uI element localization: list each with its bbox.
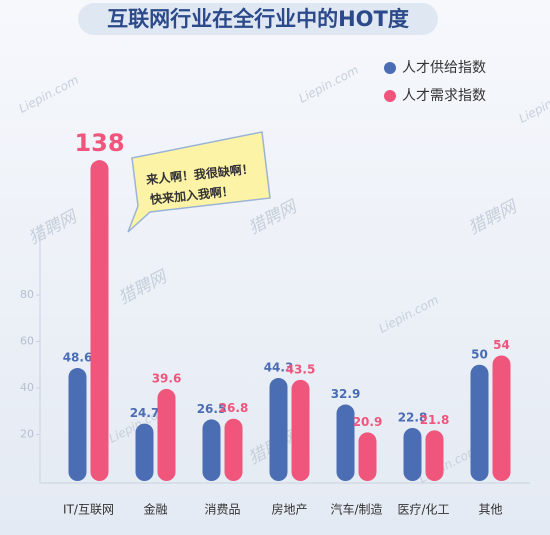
value-label: 138: [74, 129, 124, 157]
value-label: 48.6: [63, 351, 93, 365]
x-tick-label: 消费品: [204, 503, 240, 517]
x-tick-label: 其他: [478, 503, 502, 517]
legend-swatch: [384, 90, 396, 102]
bar: [403, 427, 422, 481]
bar: [157, 388, 176, 481]
bar: [336, 404, 355, 481]
legend-swatch: [384, 62, 396, 74]
bar: [90, 160, 109, 481]
speech-bubble: [127, 131, 271, 233]
x-tick-label: 医疗/化工: [397, 503, 449, 517]
bar: [269, 378, 288, 481]
value-label: 43.5: [286, 362, 316, 376]
value-label: 44.3: [264, 361, 294, 375]
bar: [135, 423, 154, 481]
legend-label: 人才供给指数: [402, 60, 486, 76]
value-label: 32.9: [331, 387, 361, 401]
x-tick-label: IT/互联网: [63, 503, 114, 517]
value-label: 22.8: [398, 410, 428, 424]
title-banner: [78, 3, 438, 35]
legend-label: 人才需求指数: [402, 88, 486, 104]
value-label: 54: [493, 338, 510, 352]
bar: [425, 430, 444, 481]
value-label: 26.8: [219, 401, 249, 415]
value-label: 26.5: [197, 402, 227, 416]
bar: [492, 355, 511, 481]
value-label: 50: [471, 347, 488, 361]
bar: [470, 364, 489, 481]
value-label: 39.6: [152, 371, 182, 385]
y-tick-label: 40: [20, 381, 34, 394]
chart-title: 互联网行业在全行业中的HOT度: [107, 7, 409, 31]
bar: [291, 379, 310, 481]
bar: [358, 432, 377, 481]
y-tick-label: 80: [20, 288, 34, 301]
bar: [202, 419, 221, 481]
bar: [68, 368, 87, 481]
x-tick-label: 房地产: [271, 502, 307, 517]
y-tick-label: 20: [20, 428, 34, 441]
y-tick-label: 60: [20, 335, 34, 348]
value-label: 24.7: [130, 406, 160, 420]
x-tick-label: 金融: [143, 502, 167, 517]
value-label: 21.8: [420, 413, 450, 427]
x-tick-label: 汽车/制造: [330, 502, 382, 517]
bar: [224, 418, 243, 481]
value-label: 20.9: [353, 415, 383, 429]
